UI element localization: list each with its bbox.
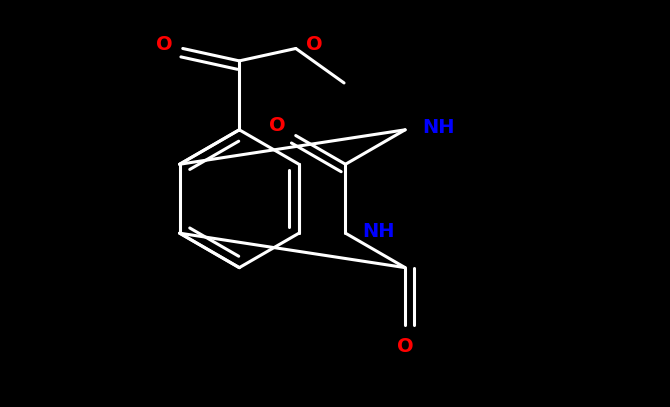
Text: O: O — [397, 337, 413, 356]
Text: O: O — [306, 35, 323, 54]
Text: NH: NH — [362, 222, 395, 241]
Text: O: O — [155, 35, 172, 54]
Text: NH: NH — [422, 118, 455, 138]
Text: O: O — [269, 116, 286, 135]
